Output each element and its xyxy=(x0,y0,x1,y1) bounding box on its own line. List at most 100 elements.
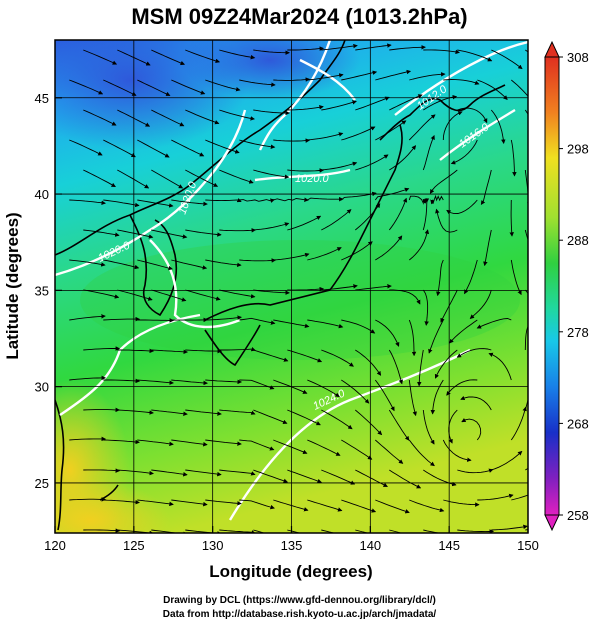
streamline xyxy=(430,194,444,205)
streamline xyxy=(375,439,404,464)
streamline xyxy=(429,169,458,194)
colorbar-top-arrow xyxy=(544,40,560,58)
streamline xyxy=(490,109,506,144)
streamline xyxy=(137,139,170,158)
streamline xyxy=(273,499,309,512)
streamline xyxy=(477,493,514,501)
streamline xyxy=(151,469,188,477)
streamline xyxy=(253,529,266,533)
streamline xyxy=(457,107,488,124)
streamline xyxy=(205,139,240,154)
streamline xyxy=(389,45,426,51)
chart-title: MSM 09Z24Mar2024 (1013.2hPa) xyxy=(131,4,468,29)
streamline xyxy=(355,43,392,51)
streamline xyxy=(464,259,478,295)
streamline xyxy=(69,375,107,381)
streamline xyxy=(355,349,382,376)
streamline xyxy=(417,349,424,387)
streamline xyxy=(524,325,528,351)
colorbar-tick-label: 298 xyxy=(567,142,589,157)
streamline xyxy=(137,318,175,323)
streamline xyxy=(510,139,517,177)
x-axis-ticks: 120 125 130 135 140 145 150 xyxy=(44,526,539,553)
streamline xyxy=(341,439,373,460)
streamline xyxy=(422,409,435,445)
streamline xyxy=(408,379,417,417)
streamline xyxy=(375,319,400,347)
streamline xyxy=(355,96,390,111)
streamline xyxy=(239,258,277,263)
streamline xyxy=(219,469,256,476)
streamline xyxy=(83,169,116,187)
streamline xyxy=(219,109,255,121)
y-tick-label: 25 xyxy=(35,476,49,491)
streamline xyxy=(103,378,141,384)
streamline xyxy=(321,529,336,533)
streamline xyxy=(219,169,254,184)
streamline xyxy=(253,109,290,116)
streamline xyxy=(287,529,302,533)
lat-lon-grid xyxy=(55,40,528,533)
streamline xyxy=(456,348,492,358)
streamline xyxy=(341,379,370,404)
streamline xyxy=(408,114,436,141)
streamline xyxy=(321,43,358,51)
streamline xyxy=(171,199,208,207)
streamline xyxy=(69,259,106,267)
streamline xyxy=(434,349,458,379)
streamline xyxy=(83,346,121,351)
streamline xyxy=(446,199,478,215)
streamline xyxy=(408,319,417,357)
streamline xyxy=(219,529,256,533)
streamline xyxy=(423,529,442,533)
streamline xyxy=(117,169,150,189)
coastlines xyxy=(55,40,506,531)
streamline xyxy=(117,469,154,476)
streamline xyxy=(460,395,492,411)
streamline xyxy=(69,139,103,156)
streamline xyxy=(253,349,289,362)
streamline xyxy=(219,409,256,415)
streamline xyxy=(321,469,356,485)
streamline xyxy=(185,49,221,64)
streamline xyxy=(422,289,429,326)
streamline xyxy=(239,499,275,510)
streamline xyxy=(287,168,325,173)
streamline xyxy=(171,79,206,95)
streamline xyxy=(205,499,242,506)
streamline xyxy=(408,439,435,467)
streamline xyxy=(137,379,174,385)
streamline xyxy=(374,379,395,412)
streamline xyxy=(449,319,478,344)
streamline xyxy=(375,69,412,81)
y-tick-label: 30 xyxy=(35,380,49,395)
streamline xyxy=(480,169,492,206)
streamline xyxy=(83,528,121,533)
streamline xyxy=(442,111,463,141)
streamline xyxy=(375,120,407,141)
streamline xyxy=(151,229,188,239)
streamline xyxy=(375,235,403,261)
streamline xyxy=(117,289,153,301)
streamline xyxy=(171,499,208,507)
streamline xyxy=(239,198,275,203)
streamline xyxy=(442,439,472,462)
streamline xyxy=(205,79,241,92)
streamline xyxy=(341,499,377,513)
streamline xyxy=(287,349,323,363)
streamline xyxy=(341,241,373,261)
streamline xyxy=(117,229,154,239)
streamline xyxy=(321,284,358,291)
streamline xyxy=(524,229,528,242)
streamline xyxy=(185,169,219,187)
streamline xyxy=(287,215,322,231)
y-axis-ticks: 25 30 35 40 45 xyxy=(35,91,62,491)
streamline xyxy=(321,409,353,430)
streamline xyxy=(457,468,494,474)
streamline xyxy=(273,439,308,454)
streamline xyxy=(422,135,435,171)
streamline xyxy=(469,289,492,320)
streamline xyxy=(423,49,460,55)
streamline xyxy=(511,494,528,501)
